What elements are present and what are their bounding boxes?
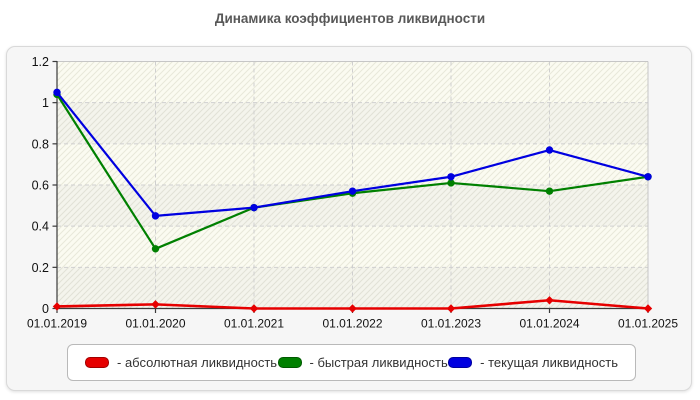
y-tick-label: 0.2 (32, 261, 49, 275)
y-tick-label: 0 (42, 302, 49, 316)
series-marker (151, 300, 160, 309)
chart-legend: - абсолютная ликвидность - быстрая ликви… (67, 344, 636, 381)
series-marker (447, 173, 455, 181)
series-marker (52, 302, 62, 311)
x-tick-label: 01.01.2025 (618, 317, 678, 331)
legend-item-quick-liquidity: - быстрая ликвидность (277, 355, 448, 370)
chart-title: Динамика коэффициентов ликвидности (214, 11, 486, 26)
series-marker (545, 187, 554, 195)
x-tick-label: 01.01.2023 (421, 317, 481, 331)
series-marker (447, 179, 455, 187)
x-tick-label: 01.01.2021 (224, 317, 284, 331)
legend-swatch-red (85, 357, 109, 368)
series-marker (545, 146, 554, 154)
series-marker (53, 88, 61, 97)
legend-item-absolute-liquidity: - абсолютная ликвидность (85, 355, 277, 370)
legend-label: - абсолютная ликвидность (117, 355, 278, 370)
x-tick-label: 01.01.2020 (125, 317, 185, 331)
y-tick-label: 1 (42, 96, 49, 110)
legend-label: - быстрая ликвидность (309, 355, 448, 370)
legend-swatch-green (277, 357, 302, 368)
legend-swatch-blue (448, 357, 473, 368)
series-marker (250, 203, 258, 212)
y-tick-label: 0.8 (32, 137, 49, 151)
x-tick-label: 01.01.2022 (322, 317, 382, 331)
series-marker (151, 212, 160, 220)
y-tick-label: 1.2 (32, 55, 49, 69)
series-marker (249, 304, 259, 313)
series-marker (446, 304, 456, 313)
legend-item-current-liquidity: - текущая ликвидность (448, 355, 618, 370)
series-marker (644, 173, 652, 181)
y-tick-label: 0.4 (32, 220, 49, 234)
legend-label: - текущая ликвидность (480, 355, 618, 370)
series-marker (545, 296, 554, 305)
series-marker (151, 245, 160, 253)
x-tick-label: 01.01.2019 (27, 317, 87, 331)
y-tick-label: 0.6 (32, 179, 49, 193)
series-marker (348, 304, 357, 313)
series-marker (348, 187, 357, 195)
series-marker (643, 304, 653, 313)
x-tick-label: 01.01.2024 (519, 317, 579, 331)
